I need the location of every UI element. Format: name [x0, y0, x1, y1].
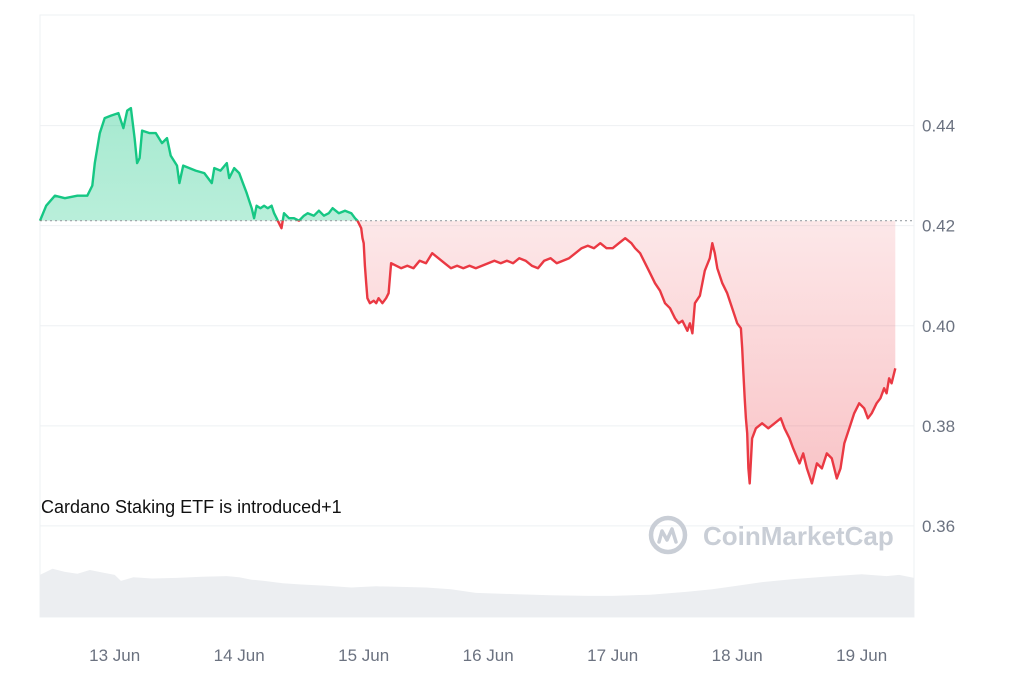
- y-tick-label: 0.38: [922, 417, 955, 436]
- price-line-up: [38, 106, 359, 221]
- y-tick-label: 0.40: [922, 317, 955, 336]
- volume-area: [40, 568, 914, 617]
- y-axis-ticks: 0.44 0.42 0.40 0.38 0.36: [922, 117, 955, 536]
- coinmarketcap-logo-icon: [648, 515, 688, 555]
- y-tick-label: 0.42: [922, 217, 955, 236]
- chart-annotation[interactable]: Cardano Staking ETF is introduced+1: [41, 497, 342, 517]
- x-tick-label: 13 Jun: [89, 646, 140, 665]
- coinmarketcap-watermark: CoinMarketCap: [648, 515, 894, 555]
- x-tick-label: 16 Jun: [463, 646, 514, 665]
- x-tick-label: 19 Jun: [836, 646, 887, 665]
- y-tick-label: 0.36: [922, 517, 955, 536]
- y-tick-label: 0.44: [922, 117, 955, 136]
- x-tick-label: 15 Jun: [338, 646, 389, 665]
- x-axis-ticks: 13 Jun 14 Jun 15 Jun 16 Jun 17 Jun 18 Jun 19 J…: [89, 646, 887, 665]
- price-series: [38, 106, 914, 485]
- price-fill-above-baseline: [40, 108, 358, 221]
- x-tick-label: 18 Jun: [712, 646, 763, 665]
- price-fill-below-baseline: [40, 220, 896, 484]
- watermark-label: CoinMarketCap: [703, 521, 894, 551]
- x-tick-label: 17 Jun: [587, 646, 638, 665]
- price-line-down: [39, 220, 897, 485]
- x-tick-label: 14 Jun: [214, 646, 265, 665]
